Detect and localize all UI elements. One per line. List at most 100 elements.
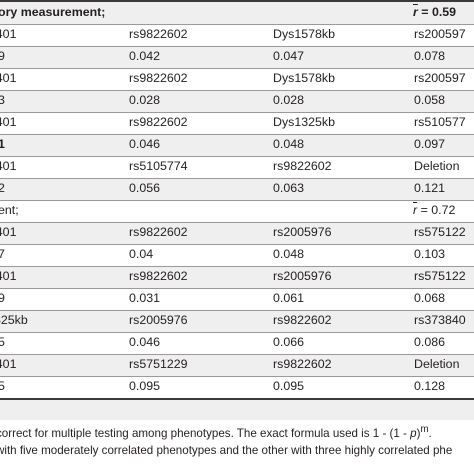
table-cell: 0.04 (129, 247, 154, 261)
table-cell: 7 (0, 247, 5, 261)
table-cell: 38401 (0, 225, 17, 239)
row-rule (0, 90, 474, 91)
footnote-line-2: with five moderately correlated phenotyp… (0, 444, 453, 457)
table-cell: 38401 (0, 27, 17, 41)
footnote-line-1: correct for multiple testing among pheno… (0, 424, 432, 440)
row-rule (0, 134, 474, 135)
table-cell: 38401 (0, 269, 17, 283)
table-cell: 38401 (0, 159, 17, 173)
table-cell: rs9822602 (273, 357, 332, 371)
table-cell: rs9822602 (273, 159, 332, 173)
table-cell: 0.056 (129, 181, 161, 195)
table-row: 325kb rs2005976 rs9822602 rs373840 (0, 310, 474, 332)
table-cell: 0.061 (273, 291, 305, 305)
table-cell: 0.028 (273, 93, 305, 107)
footnote-text: ) (416, 426, 421, 440)
table-row: 5 0.095 0.095 0.128 (0, 376, 474, 398)
r-value: = 0.59 (421, 5, 457, 19)
row-rule (0, 156, 474, 157)
row-band (0, 266, 474, 288)
table-cell: 0.046 (129, 137, 161, 151)
table-cell: 0.095 (129, 379, 161, 393)
table-cell: 5 (0, 335, 5, 349)
section-header: ent; r = 0.72 (0, 200, 474, 222)
table-row: 3 0.028 0.028 0.058 (0, 90, 474, 112)
table-cell: 0.028 (129, 93, 161, 107)
row-rule (0, 178, 474, 179)
row-band (0, 222, 474, 244)
table-cell: 0.031 (129, 291, 161, 305)
table-cell: 0.078 (414, 49, 446, 63)
table-cell: 1 (0, 137, 5, 151)
table-cell: rs9822602 (129, 27, 188, 41)
table-row: 38401 rs9822602 Dys1578kb rs200597 (0, 24, 474, 46)
table-cell: 9 (0, 49, 5, 63)
section-header: ory measurement; r = 0.59 (0, 2, 474, 24)
table-cell: rs200597 (414, 71, 466, 85)
table-cell: 5 (0, 379, 5, 393)
table-row: 38401 rs9822602 Dys1325kb rs510577 (0, 112, 474, 134)
table-row: 5 0.046 0.066 0.086 (0, 332, 474, 354)
table-cell: rs575122 (414, 225, 466, 239)
table-cell: 3 (0, 93, 5, 107)
row-rule (0, 244, 474, 245)
table-cell: 2 (0, 181, 5, 195)
row-band (0, 2, 474, 24)
table-top-rule (0, 0, 474, 2)
r-bar-symbol: r (413, 203, 418, 217)
section-title: ory measurement; (0, 5, 106, 19)
table-cell: 0.048 (273, 137, 305, 151)
table-cell: rs2005976 (273, 225, 332, 239)
table-cell: Dys1578kb (273, 27, 335, 41)
row-band (0, 46, 474, 68)
section-correlation: r = 0.72 (413, 203, 455, 217)
section-correlation: r = 0.59 (413, 5, 456, 19)
r-value: = 0.72 (420, 203, 456, 217)
table-row: 38401 rs9822602 rs2005976 rs575122 (0, 222, 474, 244)
table-row: 1 0.046 0.048 0.097 (0, 134, 474, 156)
row-band (0, 90, 474, 112)
table-cell: rs9822602 (129, 71, 188, 85)
row-band (0, 134, 474, 156)
row-rule (0, 46, 474, 47)
table-cell: rs575122 (414, 269, 466, 283)
footnote-p-symbol: p (410, 426, 417, 440)
table-cell: rs9822602 (129, 225, 188, 239)
table-cell: 0.095 (273, 379, 305, 393)
table-cell: 0.058 (414, 93, 446, 107)
table-cell: 0.066 (273, 335, 305, 349)
table-cell: 0.042 (129, 49, 161, 63)
footnote-text: . (428, 426, 432, 440)
row-band (0, 398, 474, 420)
table-cell: Dys1578kb (273, 71, 335, 85)
table-cell: 0.063 (273, 181, 305, 195)
r-bar-symbol: r (413, 5, 418, 19)
table-row: 9 0.042 0.047 0.078 (0, 46, 474, 68)
row-band (0, 354, 474, 376)
table-bottom-rule (0, 398, 474, 400)
table-cell: rs510577 (414, 115, 466, 129)
table-row: 7 0.04 0.048 0.103 (0, 244, 474, 266)
row-rule (0, 222, 474, 223)
table-cell: 0.048 (273, 247, 305, 261)
table-cell: rs9822602 (129, 115, 188, 129)
row-rule (0, 68, 474, 69)
table-cell: rs9822602 (129, 269, 188, 283)
table-cell: 38401 (0, 115, 17, 129)
table-cell: 0.103 (414, 247, 446, 261)
table-cell: rs5105774 (129, 159, 188, 173)
table-cell: 38401 (0, 71, 17, 85)
table-cell: 38401 (0, 357, 17, 371)
table-cell: Dys1325kb (273, 115, 335, 129)
table-cell: 0.128 (414, 379, 446, 393)
table-cell: 0.046 (129, 335, 161, 349)
table-cell: rs9822602 (273, 313, 332, 327)
table-cell: 0.097 (414, 137, 446, 151)
row-rule (0, 332, 474, 333)
table-cell: 325kb (0, 313, 28, 327)
footnote-superscript: m (420, 424, 429, 435)
table-cell: 0.121 (414, 181, 446, 195)
row-band (0, 178, 474, 200)
row-rule (0, 376, 474, 377)
table-cell: rs5751229 (129, 357, 188, 371)
